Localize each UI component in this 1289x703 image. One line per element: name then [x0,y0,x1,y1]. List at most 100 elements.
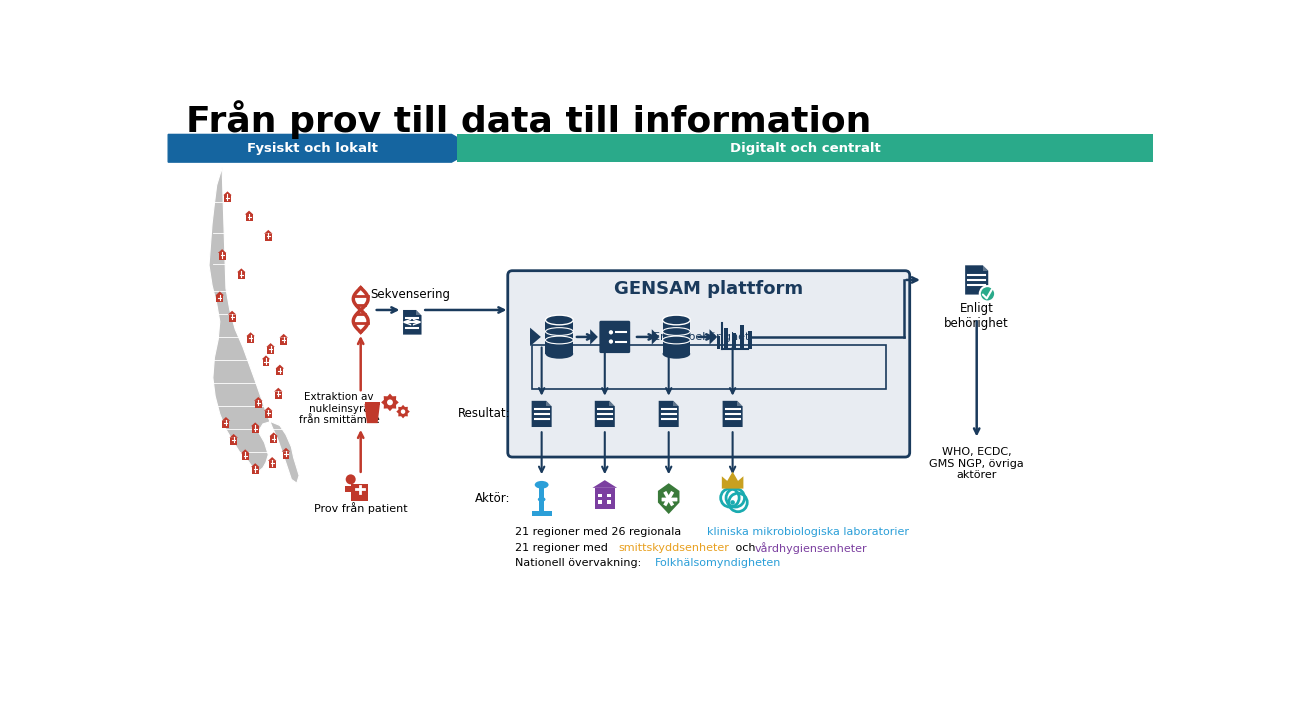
Polygon shape [282,448,290,451]
Bar [238,272,245,279]
Polygon shape [241,449,250,453]
Polygon shape [237,269,246,272]
Bar [280,337,287,344]
Bar [251,467,259,474]
Text: 21 regioner med: 21 regioner med [514,543,611,553]
Text: Aktör:: Aktör: [476,492,510,505]
Bar [531,344,886,389]
Bar [263,359,269,366]
Bar [268,461,276,467]
Bar [352,484,369,501]
Bar [275,392,282,399]
Text: Fysiskt och lokalt: Fysiskt och lokalt [247,142,378,155]
Polygon shape [345,486,356,493]
Polygon shape [229,434,238,438]
Bar [732,333,736,349]
Polygon shape [657,483,679,514]
Text: Från prov till data till information: Från prov till data till information [186,101,871,139]
Ellipse shape [538,497,545,502]
Polygon shape [594,401,615,427]
Polygon shape [673,401,679,406]
Polygon shape [652,329,660,344]
Polygon shape [276,365,284,368]
Polygon shape [365,404,380,423]
Polygon shape [965,265,989,295]
Polygon shape [268,457,276,461]
Text: Digitalt och centralt: Digitalt och centralt [730,142,880,155]
Polygon shape [269,432,278,437]
Polygon shape [245,211,253,214]
Bar [282,451,290,458]
FancyBboxPatch shape [599,321,630,353]
Polygon shape [215,292,224,295]
Text: kliniska mikrobiologiska laboratorier: kliniska mikrobiologiska laboratorier [708,527,909,537]
Text: smittskyddsenheter: smittskyddsenheter [619,543,730,553]
Bar [276,368,284,375]
Polygon shape [251,423,259,426]
Text: Extraktion av
nukleinsyra
från smittämne: Extraktion av nukleinsyra från smittämne [299,392,379,425]
Bar [531,511,552,515]
Bar [267,347,275,354]
Bar [663,320,690,354]
Polygon shape [382,394,398,411]
Bar [598,500,602,503]
Ellipse shape [535,481,549,489]
Bar [242,453,249,460]
Text: Nationell övervakning:: Nationell övervakning: [514,558,644,568]
FancyArrow shape [168,134,476,162]
Bar [539,486,544,511]
Bar [724,328,728,349]
Text: 21 regioner med 26 regionala: 21 regioner med 26 regionala [514,527,684,537]
Text: Enligt
behörighet: Enligt behörighet [945,302,1009,330]
Polygon shape [416,310,422,316]
Bar [456,134,1154,162]
Bar [271,437,277,443]
FancyBboxPatch shape [508,271,910,457]
Text: Resultat:: Resultat: [458,408,510,420]
Polygon shape [254,397,263,401]
Bar [607,494,611,498]
Text: GENSAM plattform: GENSAM plattform [614,280,803,298]
Polygon shape [264,230,272,233]
Polygon shape [275,388,282,392]
Ellipse shape [545,315,574,325]
Polygon shape [982,265,989,271]
Bar [598,494,602,498]
Polygon shape [228,311,236,314]
Bar [251,426,259,433]
Circle shape [608,340,614,344]
Bar [224,195,231,202]
Bar [545,320,574,354]
Circle shape [387,399,393,406]
Polygon shape [267,343,275,347]
Polygon shape [246,333,255,336]
Bar [247,336,254,343]
Bar [217,295,223,302]
Bar [607,500,611,503]
Bar [255,401,262,408]
Circle shape [345,475,356,484]
Polygon shape [659,401,679,427]
Ellipse shape [663,349,690,359]
Ellipse shape [663,315,690,325]
Polygon shape [222,417,231,421]
Polygon shape [722,472,744,489]
Circle shape [401,409,405,414]
Polygon shape [590,329,598,344]
Polygon shape [264,407,272,411]
Text: och: och [732,543,759,553]
Circle shape [980,286,995,302]
Circle shape [731,500,735,505]
Bar [749,330,751,349]
Polygon shape [531,401,552,427]
Bar [228,314,236,321]
Polygon shape [251,463,259,467]
Text: vårdhygiensenheter: vårdhygiensenheter [755,543,867,555]
Bar [264,233,272,240]
Text: Sekvensering: Sekvensering [371,288,451,302]
Bar [219,253,226,260]
Bar [594,488,615,510]
Polygon shape [223,191,232,195]
Polygon shape [737,401,742,406]
Polygon shape [610,401,615,406]
